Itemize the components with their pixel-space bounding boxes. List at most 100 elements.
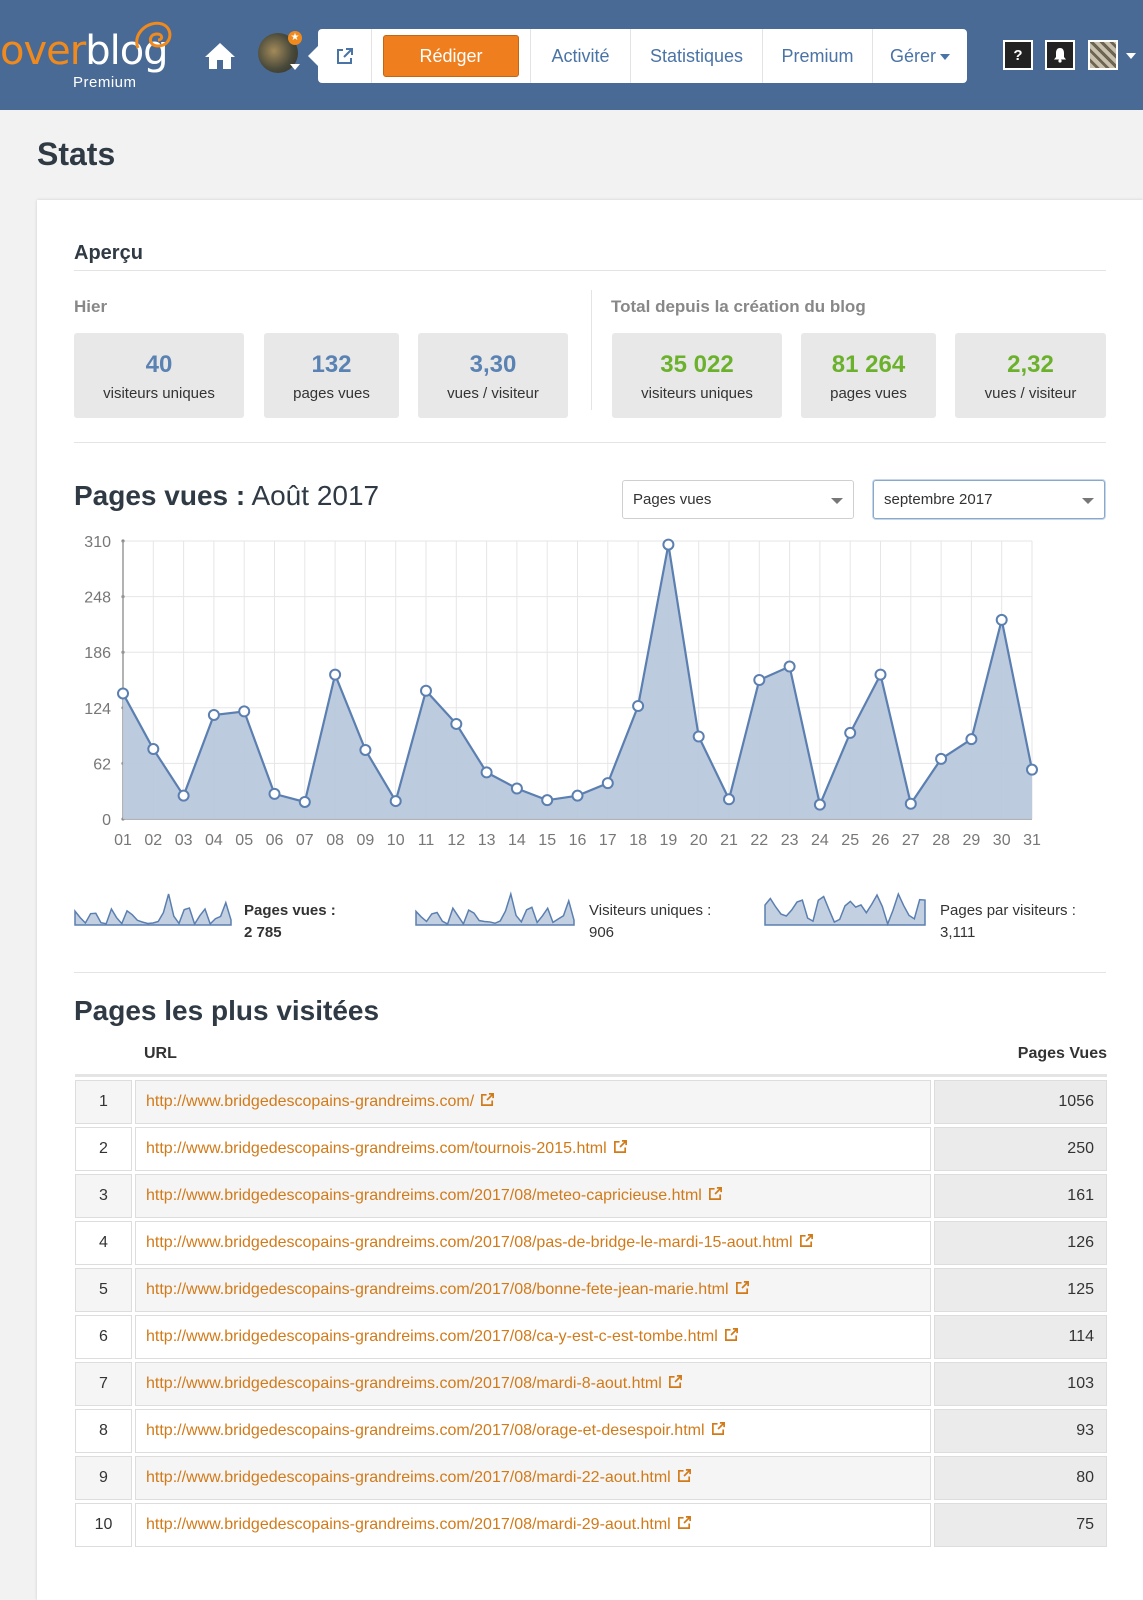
top-pages-table: 1 http://www.bridgedescopains-grandreims.… — [75, 1074, 1107, 1547]
data-point — [450, 717, 463, 730]
y-tick-label: 310 — [84, 534, 111, 551]
table-row: 8 http://www.bridgedescopains-grandreims.… — [75, 1406, 1107, 1453]
blog-selector-avatar[interactable]: ★ — [258, 31, 302, 73]
table-row: 9 http://www.bridgedescopains-grandreims.… — [75, 1453, 1107, 1500]
row-views: 161 — [934, 1174, 1107, 1218]
row-rank: 8 — [75, 1409, 132, 1453]
x-tick-label: 08 — [326, 832, 344, 849]
row-rank: 6 — [75, 1315, 132, 1359]
stat-yesterday-visitors: 40 visiteurs uniques — [74, 333, 244, 418]
row-url-link[interactable]: http://www.bridgedescopains-grandreims.c… — [135, 1221, 931, 1265]
logo-swirl-icon — [135, 21, 172, 49]
month-select[interactable]: septembre 2017 — [873, 480, 1105, 519]
x-tick-label: 21 — [720, 832, 738, 849]
chevron-down-icon[interactable] — [1126, 53, 1136, 59]
help-button[interactable]: ? — [1003, 40, 1033, 70]
data-point — [571, 789, 584, 802]
x-tick-label: 14 — [508, 832, 526, 849]
chevron-down-icon — [940, 54, 950, 60]
data-point — [813, 798, 826, 811]
stat-value: 3,30 — [469, 351, 517, 378]
row-url-link[interactable]: http://www.bridgedescopains-grandreims.c… — [135, 1315, 931, 1359]
row-rank: 3 — [75, 1174, 132, 1218]
nav-statistiques[interactable]: Statistiques — [630, 29, 762, 83]
row-url-link[interactable]: http://www.bridgedescopains-grandreims.c… — [135, 1080, 931, 1124]
x-tick-label: 06 — [266, 832, 284, 849]
data-point — [935, 752, 948, 765]
overblog-logo[interactable]: overblog Premium — [0, 18, 175, 94]
nav-gerer[interactable]: Gérer — [872, 29, 967, 83]
data-point — [904, 797, 917, 810]
stat-value: 2,32 — [1007, 351, 1054, 378]
x-tick-label: 02 — [144, 832, 162, 849]
stat-yesterday-ratio: 3,30 vues / visiteur — [418, 333, 568, 418]
row-url-text: http://www.bridgedescopains-grandreims.c… — [146, 1375, 662, 1392]
table-row: 6 http://www.bridgedescopains-grandreims.… — [75, 1312, 1107, 1359]
nav-premium[interactable]: Premium — [762, 29, 872, 83]
nav-activite[interactable]: Activité — [530, 29, 630, 83]
col-header-url: URL — [144, 1045, 177, 1062]
external-link-icon — [336, 48, 353, 64]
apercu-title: Aperçu — [74, 242, 143, 264]
stat-value: 35 022 — [660, 351, 734, 378]
x-tick-label: 22 — [750, 832, 768, 849]
row-views: 75 — [934, 1503, 1107, 1547]
x-tick-label: 17 — [599, 832, 617, 849]
summary-value: 3,111 — [940, 924, 976, 941]
divider — [74, 270, 1106, 271]
metric-select[interactable]: Pages vues — [622, 480, 854, 519]
stat-label: visiteurs uniques — [103, 385, 215, 402]
stat-label: vues / visiteur — [984, 385, 1077, 402]
yesterday-label: Hier — [74, 297, 108, 316]
series-area — [123, 544, 1032, 819]
data-point — [844, 726, 857, 739]
row-url-link[interactable]: http://www.bridgedescopains-grandreims.c… — [135, 1268, 931, 1312]
x-tick-label: 25 — [841, 832, 859, 849]
table-row: 7 http://www.bridgedescopains-grandreims.… — [75, 1359, 1107, 1406]
row-views: 103 — [934, 1362, 1107, 1406]
external-link-icon — [799, 1233, 814, 1253]
x-tick-label: 29 — [963, 832, 981, 849]
sparkline-pageviews — [74, 893, 232, 926]
row-rank: 5 — [75, 1268, 132, 1312]
view-blog-button[interactable] — [318, 29, 372, 83]
logo-premium-label: Premium — [73, 74, 137, 91]
external-link-icon — [677, 1515, 692, 1535]
row-rank: 1 — [75, 1080, 132, 1124]
row-url-link[interactable]: http://www.bridgedescopains-grandreims.c… — [135, 1362, 931, 1406]
data-point — [177, 789, 190, 802]
row-url-link[interactable]: http://www.bridgedescopains-grandreims.c… — [135, 1174, 931, 1218]
row-url-link[interactable]: http://www.bridgedescopains-grandreims.c… — [135, 1503, 931, 1547]
row-url-link[interactable]: http://www.bridgedescopains-grandreims.c… — [135, 1409, 931, 1453]
star-icon: ★ — [288, 31, 302, 45]
table-row: 3 http://www.bridgedescopains-grandreims.… — [75, 1171, 1107, 1218]
data-point — [723, 793, 735, 806]
x-tick-label: 09 — [357, 832, 375, 849]
row-url-link[interactable]: http://www.bridgedescopains-grandreims.c… — [135, 1127, 931, 1171]
summary-label: Visiteurs uniques : — [589, 902, 712, 919]
user-avatar[interactable] — [1088, 40, 1118, 70]
x-tick-label: 12 — [447, 832, 465, 849]
data-point — [1026, 763, 1038, 776]
row-rank: 9 — [75, 1456, 132, 1500]
nav-gerer-label: Gérer — [889, 45, 936, 66]
table-row: 10 http://www.bridgedescopains-grandreims… — [75, 1500, 1107, 1547]
page-title: Stats — [37, 136, 116, 172]
row-url-link[interactable]: http://www.bridgedescopains-grandreims.c… — [135, 1456, 931, 1500]
external-link-icon — [724, 1327, 739, 1347]
external-link-icon — [735, 1280, 750, 1300]
notifications-button[interactable] — [1045, 40, 1075, 70]
write-button[interactable]: Rédiger — [383, 35, 519, 77]
home-button[interactable] — [202, 40, 238, 72]
divider — [74, 442, 1106, 443]
x-tick-label: 27 — [902, 832, 920, 849]
summary-label: Pages vues : — [244, 902, 336, 919]
pageviews-chart: 0 62 124 186 248 310 01 02 03 04 05 06 07 08 09 10 11 12 1… — [84, 534, 1041, 849]
data-point — [510, 782, 523, 795]
table-row: 5 http://www.bridgedescopains-grandreims.… — [75, 1265, 1107, 1312]
stat-value: 81 264 — [831, 351, 906, 378]
x-tick-label: 23 — [781, 832, 799, 849]
summary-label: Pages par visiteurs : — [940, 902, 1076, 919]
external-link-icon — [677, 1468, 692, 1488]
row-views: 125 — [934, 1268, 1107, 1312]
